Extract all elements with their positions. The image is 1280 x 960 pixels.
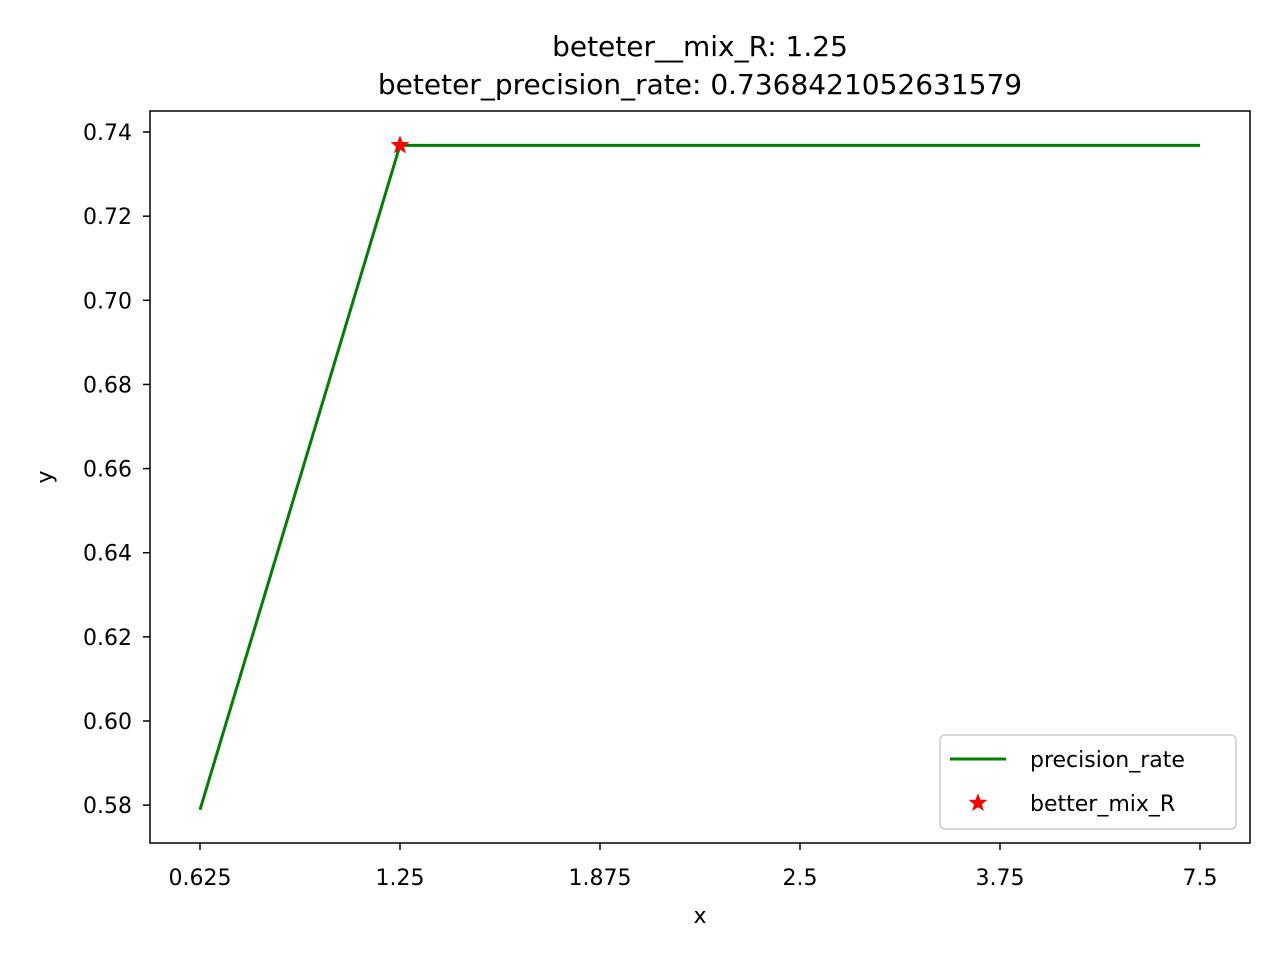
better-mix-r-marker <box>390 135 410 154</box>
x-tick-label: 7.5 <box>1183 866 1218 891</box>
precision-rate-line <box>198 143 1200 811</box>
y-tick-label: 0.70 <box>83 289 132 314</box>
x-tick-label: 0.625 <box>169 866 232 891</box>
plot-area <box>198 135 1200 811</box>
chart-title-line-2: beteter_precision_rate: 0.73684210526315… <box>378 68 1022 101</box>
y-axis-label: y <box>33 470 58 483</box>
x-tick-label: 1.25 <box>376 866 425 891</box>
y-tick-label: 0.58 <box>83 794 132 819</box>
x-axis-label: x <box>693 904 706 929</box>
y-tick-label: 0.60 <box>83 710 132 735</box>
y-tick-label: 0.62 <box>83 626 132 651</box>
y-axis: 0.58 0.60 0.62 0.64 0.66 0.68 0.70 0.72 0.74 <box>83 121 150 819</box>
legend: precision_rate better_mix_R <box>939 734 1237 830</box>
y-tick-label: 0.72 <box>83 205 132 230</box>
legend-precision-rate-label: precision_rate <box>1030 748 1185 773</box>
y-tick-label: 0.64 <box>83 542 132 567</box>
plot-frame <box>149 110 1251 844</box>
legend-better-mix-r-label: better_mix_R <box>1030 792 1175 817</box>
x-tick-label: 1.875 <box>569 866 632 891</box>
legend-box <box>939 734 1237 830</box>
legend-better-mix-r-swatch <box>968 793 988 812</box>
y-tick-label: 0.66 <box>83 458 132 483</box>
x-axis: 0.625 1.25 1.875 2.5 3.75 7.5 <box>169 843 1218 891</box>
y-tick-label: 0.68 <box>83 373 132 398</box>
y-tick-label: 0.74 <box>83 121 132 146</box>
x-tick-label: 2.5 <box>783 866 818 891</box>
x-tick-label: 3.75 <box>976 866 1025 891</box>
chart-title-line-1: beteter__mix_R: 1.25 <box>552 30 848 63</box>
